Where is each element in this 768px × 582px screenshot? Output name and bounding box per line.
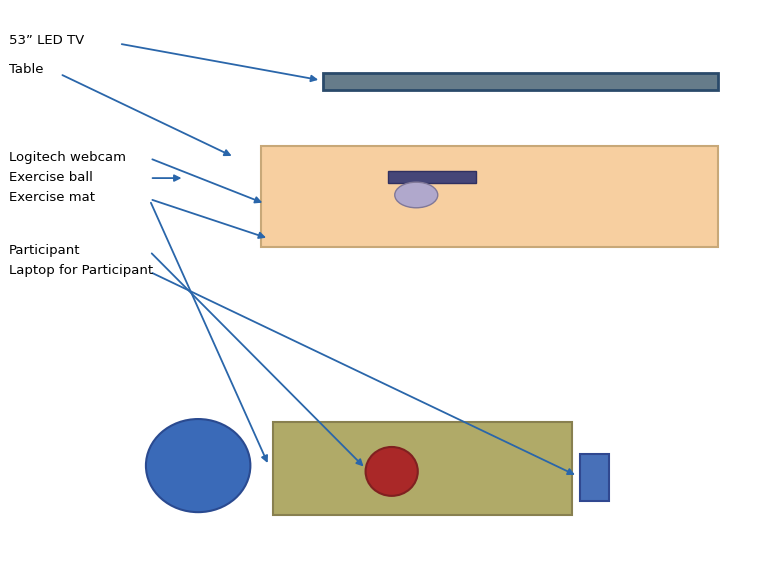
Ellipse shape (146, 419, 250, 512)
Ellipse shape (395, 182, 438, 208)
Text: Exercise ball: Exercise ball (9, 171, 93, 184)
Text: Participant: Participant (9, 244, 81, 257)
Bar (323, 73, 718, 90)
Text: Exercise mat: Exercise mat (9, 191, 95, 204)
Text: Laptop for Participant: Laptop for Participant (9, 264, 154, 277)
Bar (261, 146, 718, 247)
Text: 53” LED TV: 53” LED TV (9, 34, 84, 47)
Ellipse shape (366, 447, 418, 496)
Bar (388, 171, 476, 183)
Text: Table: Table (9, 63, 44, 76)
Bar (273, 422, 572, 515)
Bar (580, 454, 609, 501)
Text: Logitech webcam: Logitech webcam (9, 151, 126, 164)
